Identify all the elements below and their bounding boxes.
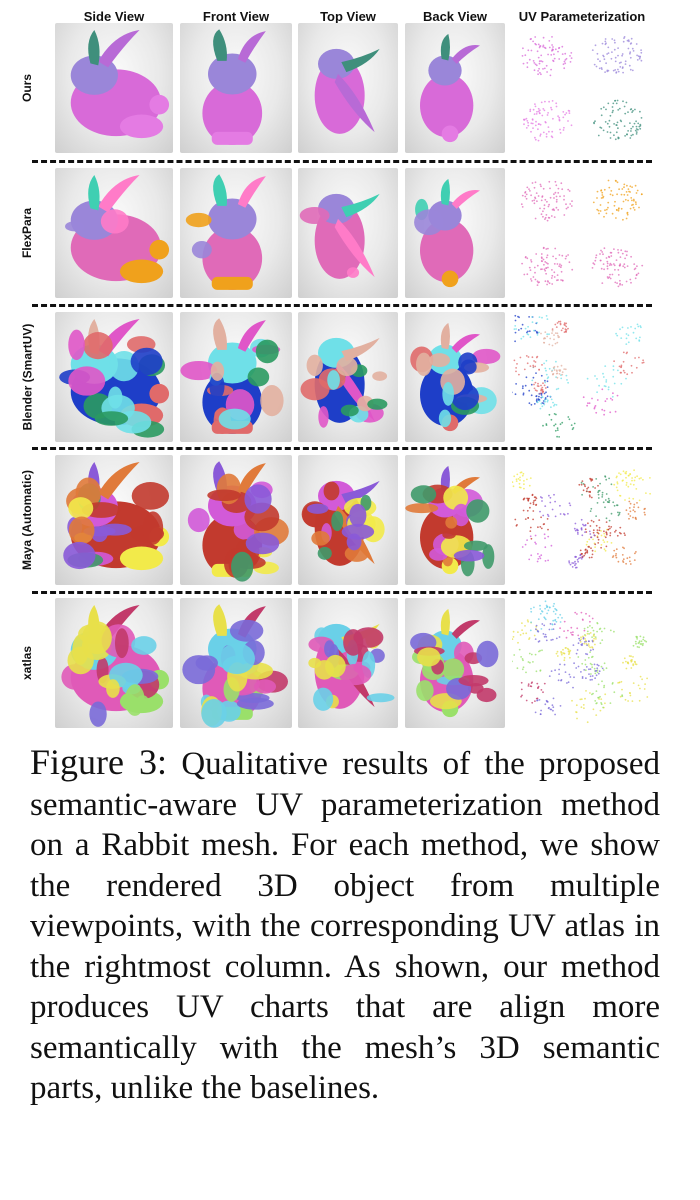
render-xatlas-view-1: [55, 598, 173, 728]
uv-atlas-xatlas: [512, 598, 652, 728]
render-blender-smartuv-view-1: [55, 312, 173, 442]
row-label-blender-smartuv: Blender (SmartUV): [16, 312, 38, 442]
render-xatlas-view-2: [180, 598, 292, 728]
row-separator: [32, 447, 652, 450]
render-flexpara-view-1: [55, 168, 173, 298]
render-maya-automatic-view-1: [55, 455, 173, 585]
caption-text: Qualitative results of the pro­posed sem…: [30, 746, 660, 1106]
uv-atlas-maya-automatic: [512, 455, 652, 585]
uv-atlas-blender-smartuv: [512, 312, 652, 442]
row-label-text: FlexPara: [20, 207, 35, 259]
render-ours-view-2: [180, 23, 292, 153]
row-separator: [32, 304, 652, 307]
row-label-text: Maya (Automatic): [20, 469, 35, 571]
render-xatlas-view-4: [405, 598, 505, 728]
render-ours-view-1: [55, 23, 173, 153]
render-maya-automatic-view-3: [298, 455, 398, 585]
row-label-xatlas: xatlas: [16, 598, 38, 728]
render-flexpara-view-3: [298, 168, 398, 298]
column-header-uv-parameterization: UV Parameterization: [518, 9, 646, 24]
render-blender-smartuv-view-4: [405, 312, 505, 442]
render-flexpara-view-4: [405, 168, 505, 298]
figure-3: Side View Front View Top View Back View UV P…: [16, 9, 652, 728]
render-maya-automatic-view-4: [405, 455, 505, 585]
column-header-front-view: Front View: [202, 9, 270, 24]
render-blender-smartuv-view-2: [180, 312, 292, 442]
uv-atlas-ours: [512, 23, 652, 153]
render-maya-automatic-view-2: [180, 455, 292, 585]
row-label-text: xatlas: [20, 645, 34, 681]
render-ours-view-4: [405, 23, 505, 153]
row-label-text: Blender (SmartUV): [20, 323, 34, 431]
render-ours-view-3: [298, 23, 398, 153]
figure-number: Figure 3:: [30, 742, 168, 782]
row-label-maya-automatic: Maya (Automatic): [16, 455, 38, 585]
column-header-top-view: Top View: [320, 9, 376, 24]
row-separator: [32, 591, 652, 594]
render-xatlas-view-3: [298, 598, 398, 728]
row-label-text: Ours: [20, 73, 35, 103]
row-separator: [32, 160, 652, 163]
row-label-ours: Ours: [16, 23, 38, 153]
row-label-flexpara: FlexPara: [16, 168, 38, 298]
column-header-side-view: Side View: [83, 9, 145, 24]
figure-caption: Figure 3: Qualitative results of the pro…: [30, 742, 660, 1109]
render-flexpara-view-2: [180, 168, 292, 298]
uv-atlas-flexpara: [512, 168, 652, 298]
render-blender-smartuv-view-3: [298, 312, 398, 442]
column-header-back-view: Back View: [422, 9, 488, 24]
